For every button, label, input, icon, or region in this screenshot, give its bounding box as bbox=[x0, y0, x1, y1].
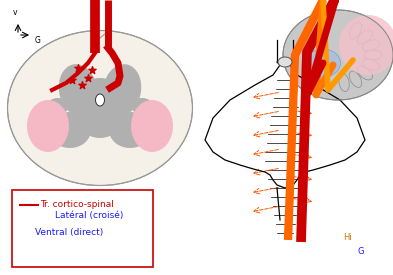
Ellipse shape bbox=[349, 71, 362, 87]
Text: v: v bbox=[13, 8, 17, 17]
Ellipse shape bbox=[339, 74, 349, 92]
Ellipse shape bbox=[27, 100, 69, 152]
Ellipse shape bbox=[47, 98, 69, 114]
Ellipse shape bbox=[131, 100, 173, 152]
Ellipse shape bbox=[72, 78, 127, 138]
Bar bbox=[12, 190, 153, 267]
Ellipse shape bbox=[49, 112, 91, 148]
Point bbox=[69, 78, 75, 82]
Ellipse shape bbox=[305, 49, 340, 77]
Text: Hi: Hi bbox=[343, 233, 352, 243]
Text: Tr. cortico-spinal: Tr. cortico-spinal bbox=[40, 200, 114, 209]
Point bbox=[75, 66, 81, 70]
Ellipse shape bbox=[283, 10, 393, 100]
Ellipse shape bbox=[357, 66, 373, 80]
Ellipse shape bbox=[362, 59, 380, 70]
Ellipse shape bbox=[362, 40, 380, 51]
Ellipse shape bbox=[103, 64, 141, 116]
Point bbox=[79, 83, 85, 87]
Text: Ventral (direct): Ventral (direct) bbox=[35, 228, 103, 237]
Ellipse shape bbox=[95, 94, 105, 106]
Point bbox=[85, 76, 91, 80]
Ellipse shape bbox=[59, 64, 97, 116]
Text: Latéral (croisé): Latéral (croisé) bbox=[55, 211, 123, 220]
Ellipse shape bbox=[339, 15, 393, 75]
Text: G: G bbox=[35, 36, 41, 45]
Ellipse shape bbox=[364, 50, 382, 60]
Text: G: G bbox=[358, 248, 364, 257]
Ellipse shape bbox=[357, 30, 373, 44]
Ellipse shape bbox=[131, 98, 153, 114]
Point bbox=[89, 68, 95, 72]
Ellipse shape bbox=[278, 57, 292, 67]
Ellipse shape bbox=[7, 31, 193, 186]
Ellipse shape bbox=[109, 112, 151, 148]
Ellipse shape bbox=[349, 23, 362, 39]
